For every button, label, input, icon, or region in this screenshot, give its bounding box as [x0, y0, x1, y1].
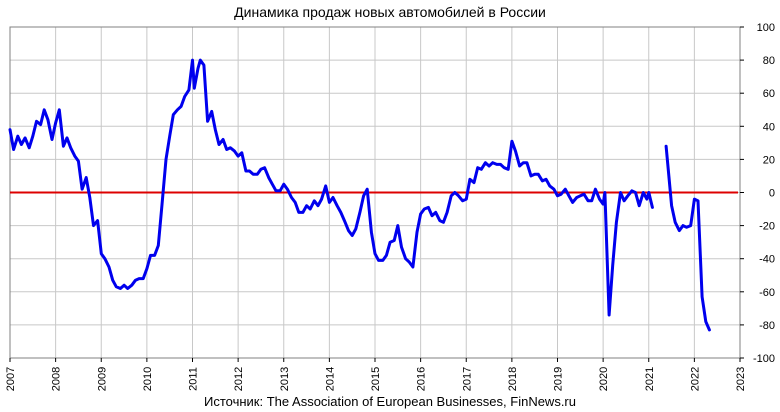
series-line: [664, 144, 711, 332]
x-tick-label: 2021: [644, 367, 656, 391]
y-tick-label: 20: [763, 154, 775, 166]
chart-title: Динамика продаж новых автомобилей в Росс…: [234, 4, 546, 20]
series-line: [8, 58, 654, 317]
chart-source: Источник: The Association of European Bu…: [204, 394, 576, 409]
x-tick-label: 2019: [553, 367, 565, 391]
y-tick-label: -80: [759, 320, 775, 332]
x-tick-label: 2022: [689, 367, 701, 391]
y-tick-label: -100: [753, 353, 775, 365]
x-tick-label: 2009: [96, 367, 108, 391]
x-tick-label: 2011: [188, 367, 200, 391]
x-axis-ticks: 2007 2008 2009 2010 2011 2012 2013 2014 2015 2016…: [5, 358, 747, 391]
x-tick-label: 2020: [598, 367, 610, 391]
y-tick-label: 60: [763, 88, 775, 100]
x-tick-label: 2015: [370, 367, 382, 391]
y-tick-label: 40: [763, 121, 775, 133]
y-tick-label: 0: [769, 188, 775, 200]
x-tick-label: 2012: [233, 367, 245, 391]
x-tick-label: 2013: [279, 367, 291, 391]
series-group: [8, 58, 711, 332]
y-tick-label: -60: [759, 287, 775, 299]
y-axis-ticks: 100 80 60 40 20 0 -20 -40 -60 -80 -100: [740, 22, 775, 365]
y-tick-label: 80: [763, 55, 775, 67]
x-tick-label: 2023: [735, 367, 747, 391]
x-tick-label: 2017: [461, 367, 473, 391]
y-tick-label: -40: [759, 254, 775, 266]
x-tick-label: 2008: [51, 367, 63, 391]
y-tick-label: 100: [757, 22, 775, 34]
x-tick-label: 2016: [416, 367, 428, 391]
x-tick-label: 2014: [324, 367, 336, 391]
y-tick-label: -20: [759, 221, 775, 233]
x-tick-label: 2007: [5, 367, 17, 391]
x-tick-label: 2010: [142, 367, 154, 391]
x-tick-label: 2018: [507, 367, 519, 391]
